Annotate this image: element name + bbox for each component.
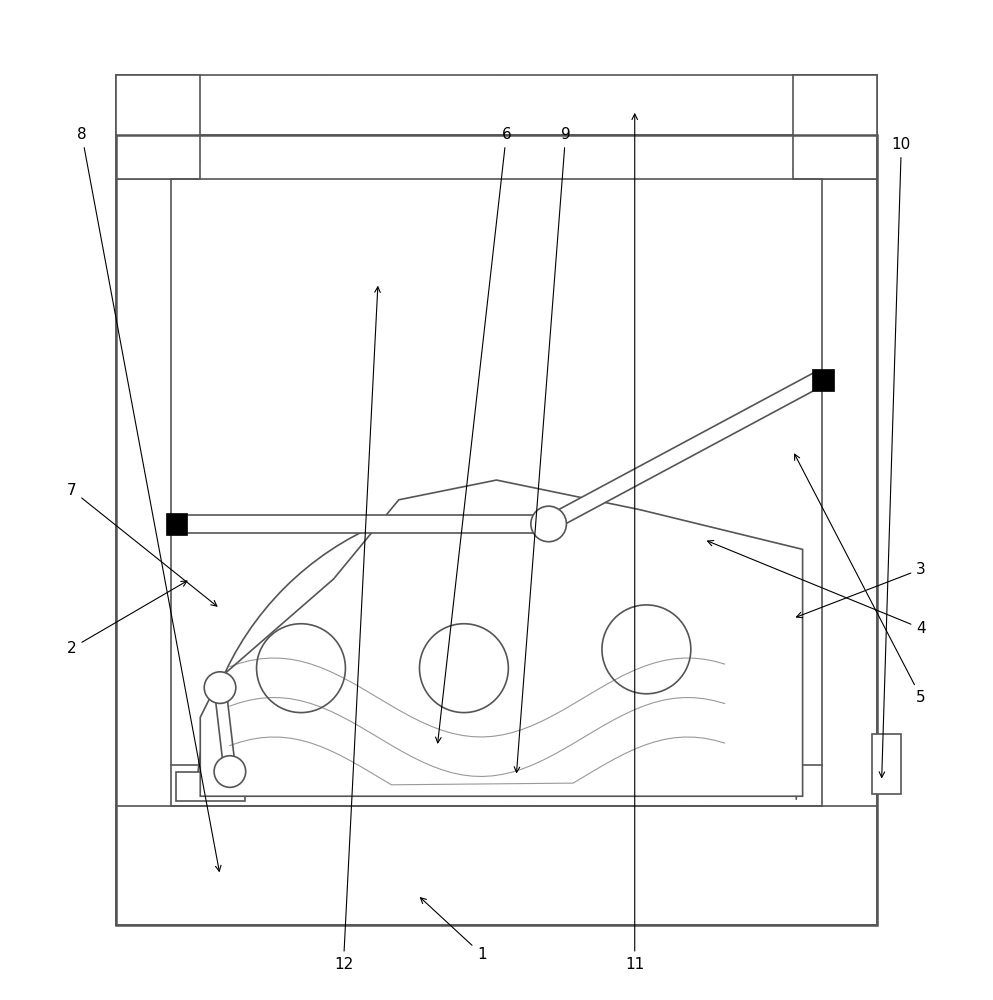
Polygon shape: [545, 373, 821, 531]
Text: 7: 7: [68, 483, 216, 606]
Circle shape: [602, 605, 691, 694]
Bar: [116, 806, 877, 925]
Bar: [872, 734, 902, 794]
Bar: [171, 515, 549, 533]
Bar: [116, 179, 171, 925]
Bar: [812, 369, 834, 391]
Bar: [822, 179, 877, 925]
Bar: [166, 513, 188, 535]
Bar: [792, 75, 877, 179]
PathPatch shape: [201, 480, 802, 796]
Circle shape: [531, 506, 566, 542]
Text: 5: 5: [794, 454, 925, 705]
Circle shape: [419, 624, 508, 713]
Text: 9: 9: [514, 127, 571, 772]
Circle shape: [205, 672, 235, 703]
Bar: [116, 135, 877, 925]
Text: 11: 11: [626, 114, 644, 972]
Bar: [116, 75, 877, 135]
Text: 12: 12: [334, 287, 380, 972]
Circle shape: [214, 756, 245, 787]
Text: 2: 2: [68, 581, 187, 656]
Text: 6: 6: [436, 127, 511, 743]
Text: 8: 8: [77, 127, 221, 871]
Bar: [176, 772, 244, 801]
Polygon shape: [214, 687, 235, 772]
Text: 4: 4: [708, 541, 925, 636]
Text: 1: 1: [420, 898, 487, 962]
Text: 3: 3: [796, 562, 926, 618]
Text: 10: 10: [879, 137, 911, 777]
Bar: [116, 75, 201, 179]
Circle shape: [256, 624, 346, 713]
